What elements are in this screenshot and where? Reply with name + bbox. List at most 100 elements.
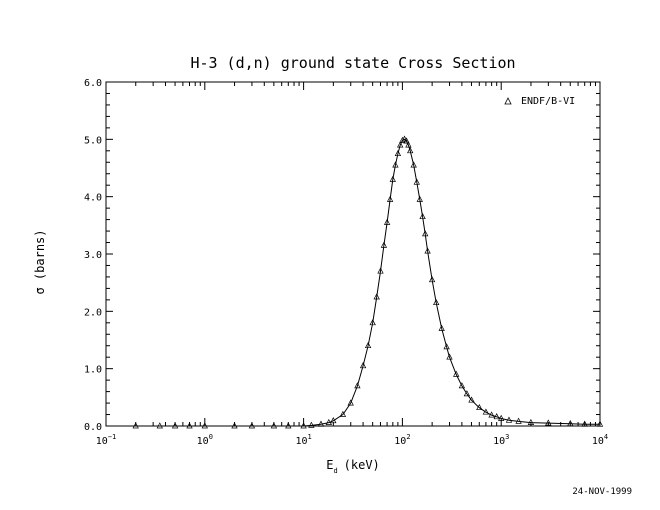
data-point-marker (373, 293, 380, 300)
y-tick-label: 3.0 (84, 250, 102, 261)
data-point-marker (369, 319, 376, 326)
data-point-marker (416, 195, 423, 202)
data-point-marker (171, 422, 179, 429)
data-point-marker (317, 420, 325, 427)
chart-title: H-3 (d,n) ground state Cross Section (190, 54, 515, 72)
y-tick-label: 5.0 (84, 135, 102, 146)
series-markers (132, 135, 604, 429)
data-point-marker (413, 178, 420, 185)
data-point-marker (443, 343, 450, 350)
x-axis-ticks: 10−1 100 101 102 103 104 (96, 82, 608, 447)
data-point-marker (482, 408, 490, 415)
data-point-marker (407, 147, 414, 154)
data-point-marker (383, 218, 391, 225)
x-tick-exponent: 1 (308, 433, 312, 441)
data-point-marker (380, 241, 388, 248)
data-point-marker (231, 422, 238, 429)
data-point-marker (527, 418, 535, 425)
data-point-marker (347, 399, 354, 406)
x-axis-label-main: E (326, 458, 333, 472)
data-point-marker (359, 362, 367, 369)
data-point-marker (405, 141, 412, 148)
legend-label: ENDF/B-VI (521, 96, 575, 107)
data-point-marker (596, 420, 604, 427)
y-tick-label: 1.0 (84, 365, 102, 376)
data-point-marker (248, 422, 256, 429)
data-point-marker (403, 137, 410, 144)
x-tick-label: 101 (295, 433, 311, 447)
data-point-marker (453, 370, 460, 377)
y-tick-label: 0.0 (84, 422, 102, 433)
data-point-marker (285, 422, 292, 429)
data-point-marker (325, 418, 332, 425)
data-point-marker (476, 403, 483, 411)
x-tick-label: 102 (394, 433, 410, 447)
data-point-marker (438, 324, 445, 331)
data-point-marker (270, 422, 278, 429)
data-point-marker (389, 175, 396, 182)
data-point-marker (505, 416, 513, 423)
x-tick-base: 10 (197, 436, 209, 447)
data-point-marker (498, 414, 505, 421)
data-point-marker (386, 195, 394, 202)
data-point-marker (458, 382, 466, 389)
data-point-marker (354, 382, 361, 389)
x-axis-label-sub: d (333, 467, 337, 475)
data-point-marker (186, 422, 193, 429)
data-point-marker (488, 411, 495, 418)
data-point-marker (468, 396, 475, 403)
y-axis-label: σ (barns) (33, 229, 47, 294)
x-tick-label: 103 (493, 433, 509, 447)
data-point-marker (515, 417, 522, 424)
data-point-marker (308, 421, 315, 428)
data-point-marker (339, 410, 347, 417)
x-tick-label: 104 (592, 433, 608, 447)
data-point-marker (394, 149, 402, 157)
y-tick-label: 4.0 (84, 193, 102, 204)
x-axis-label: Ed (keV) (326, 458, 380, 475)
data-point-marker (410, 161, 417, 168)
plot-frame (105, 81, 601, 427)
data-point-marker (397, 141, 404, 148)
x-tick-base: 10 (394, 436, 406, 447)
x-tick-label: 10−1 (96, 433, 116, 447)
data-point-marker (493, 413, 500, 420)
legend-triangle-icon (504, 97, 512, 105)
data-point-marker (581, 420, 588, 427)
x-tick-exponent: 4 (604, 433, 608, 441)
data-point-marker (567, 419, 574, 427)
legend: ENDF/B-VI (504, 96, 575, 107)
data-point-marker (433, 298, 440, 306)
x-tick-base: 10 (295, 436, 307, 447)
y-tick-label: 2.0 (84, 307, 102, 318)
x-tick-exponent: −1 (108, 433, 116, 441)
data-point-marker (399, 136, 406, 143)
data-point-marker (377, 267, 384, 274)
data-point-marker (446, 353, 453, 360)
data-point-marker (300, 422, 307, 429)
y-axis-ticks: 0.0 1.0 2.0 3.0 4.0 5.0 6.0 (84, 78, 600, 433)
x-tick-exponent: 3 (505, 433, 509, 441)
data-point-marker (392, 161, 399, 168)
data-point-marker (428, 276, 436, 283)
date-stamp: 24-NOV-1999 (572, 487, 632, 497)
data-point-marker (330, 417, 337, 424)
x-tick-label: 100 (197, 433, 213, 447)
data-point-marker (132, 422, 139, 429)
series-line (135, 138, 600, 427)
data-point-marker (364, 341, 372, 349)
x-axis-label-unit: (keV) (344, 458, 380, 472)
data-point-marker (156, 422, 163, 429)
x-tick-base: 10 (493, 436, 505, 447)
y-tick-label: 6.0 (84, 78, 102, 89)
data-point-marker (201, 422, 208, 429)
x-tick-exponent: 0 (209, 433, 213, 441)
x-tick-base: 10 (96, 436, 108, 447)
x-tick-base: 10 (592, 436, 604, 447)
data-point-marker (545, 419, 552, 426)
data-point-marker (422, 230, 429, 237)
data-point-marker (424, 247, 431, 254)
data-point-marker (463, 390, 471, 397)
data-point-marker (419, 212, 426, 220)
